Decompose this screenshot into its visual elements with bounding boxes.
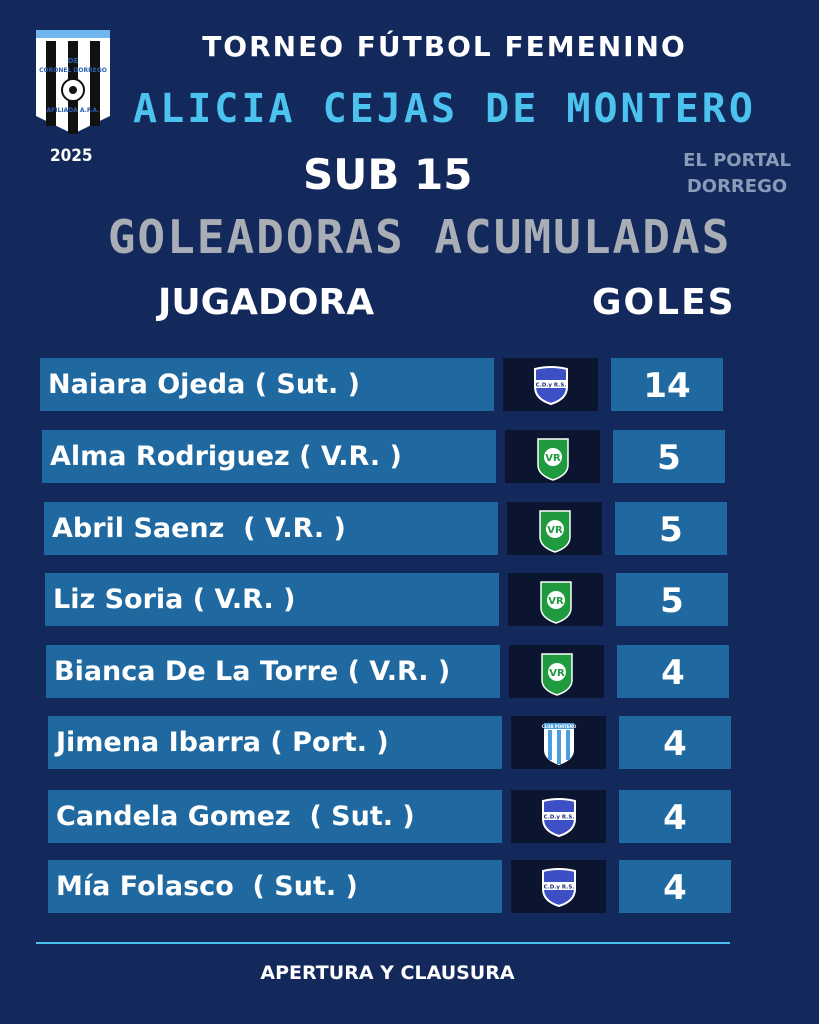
- svg-text:VR: VR: [548, 596, 564, 607]
- player-name: Naiara Ojeda ( Sut. ): [40, 358, 494, 411]
- goals-count: 5: [616, 573, 728, 626]
- column-goals: GOLES: [592, 282, 736, 323]
- villa-rosa-crest-icon: VR: [509, 645, 604, 698]
- column-player: JUGADORA: [158, 282, 375, 323]
- player-name: Jimena Ibarra ( Port. ): [48, 716, 502, 769]
- sutton-crest-icon: C.D.y R.S.: [511, 860, 606, 913]
- divider: [36, 942, 730, 944]
- sutton-crest-icon: C.D.y R.S.: [511, 790, 606, 843]
- svg-text:DE: DE: [68, 57, 79, 65]
- player-name: Alma Rodriguez ( V.R. ): [42, 430, 496, 483]
- svg-text:AFILIADA A.F.A.: AFILIADA A.F.A.: [47, 107, 100, 114]
- villa-rosa-crest-icon: VR: [508, 573, 603, 626]
- player-name: Abril Saenz ( V.R. ): [44, 502, 498, 555]
- tournament-title: TORNEO FÚTBOL FEMENINO: [202, 30, 687, 63]
- svg-text:VR: VR: [545, 453, 561, 464]
- goals-count: 5: [613, 430, 725, 483]
- player-name: Bianca De La Torre ( V.R. ): [46, 645, 500, 698]
- sutton-crest-icon: C.D.y R.S.: [503, 358, 598, 411]
- heading: GOLEADORAS ACUMULADAS: [107, 210, 732, 264]
- goals-count: 4: [619, 860, 731, 913]
- villa-rosa-crest-icon: VR: [505, 430, 600, 483]
- year: 2025: [50, 146, 93, 166]
- svg-text:C.D.y R.S.: C.D.y R.S.: [543, 814, 574, 820]
- goals-count: 4: [619, 716, 731, 769]
- villa-rosa-crest-icon: VR: [507, 502, 602, 555]
- league-logo: DE CORONEL DORREGO AFILIADA A.F.A.: [34, 28, 112, 136]
- player-name: Mía Folasco ( Sut. ): [48, 860, 502, 913]
- player-name: Candela Gomez ( Sut. ): [48, 790, 502, 843]
- svg-text:CLUB PORTEÑO: CLUB PORTEÑO: [541, 724, 576, 729]
- tournament-subtitle: ALICIA CEJAS DE MONTERO: [133, 86, 756, 132]
- footer: APERTURA Y CLAUSURA: [260, 962, 515, 984]
- goals-count: 4: [617, 645, 729, 698]
- player-name: Liz Soria ( V.R. ): [45, 573, 499, 626]
- category: SUB 15: [303, 150, 473, 199]
- goals-count: 14: [611, 358, 723, 411]
- svg-text:VR: VR: [549, 668, 565, 679]
- svg-text:C.D.y R.S.: C.D.y R.S.: [543, 884, 574, 890]
- svg-text:C.D.y R.S.: C.D.y R.S.: [535, 382, 566, 388]
- watermark: EL PORTAL DORREGO: [683, 150, 791, 197]
- porteno-crest-icon: CLUB PORTEÑO: [511, 716, 606, 769]
- goals-count: 4: [619, 790, 731, 843]
- goals-count: 5: [615, 502, 727, 555]
- svg-text:VR: VR: [547, 525, 563, 536]
- svg-text:CORONEL DORREGO: CORONEL DORREGO: [39, 67, 107, 74]
